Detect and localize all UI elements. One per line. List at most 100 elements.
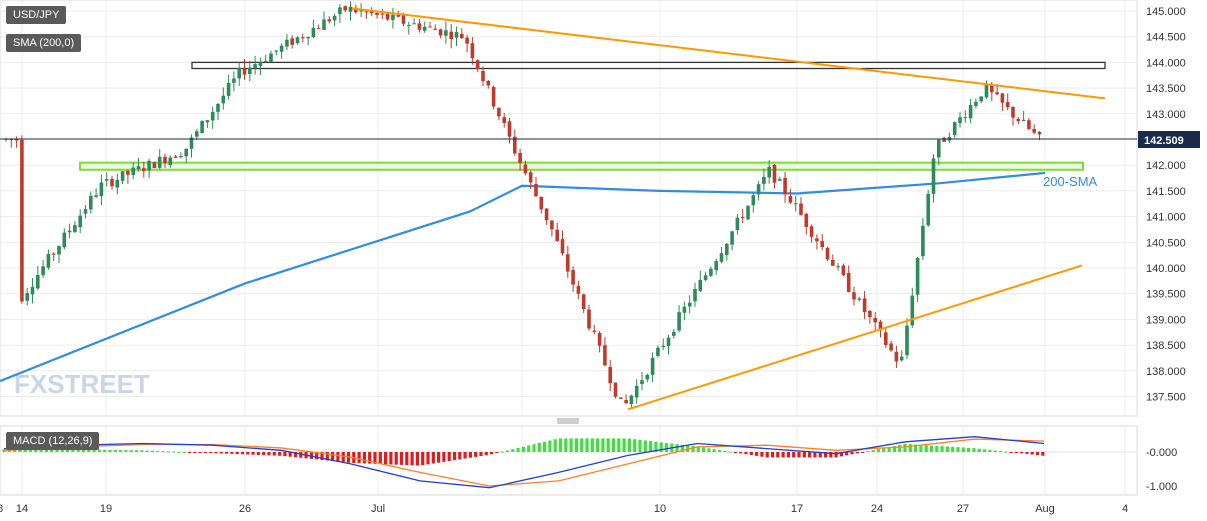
macd-histogram-bar bbox=[733, 452, 737, 453]
macd-histogram-bar bbox=[320, 452, 324, 460]
candle-body bbox=[772, 164, 777, 183]
candle-body bbox=[645, 374, 650, 380]
symbol-badge[interactable]: USD/JPY bbox=[6, 6, 67, 24]
candle-body bbox=[433, 28, 438, 30]
macd-histogram-bar bbox=[664, 442, 669, 452]
x-tick-label: Aug bbox=[1035, 503, 1055, 515]
candle-body bbox=[640, 380, 644, 385]
candle-body bbox=[14, 139, 19, 141]
candle-body bbox=[979, 96, 983, 102]
candle-body bbox=[931, 158, 936, 194]
macd-histogram-bar bbox=[193, 452, 197, 453]
candle-body bbox=[46, 253, 51, 268]
candle-body bbox=[311, 27, 316, 38]
macd-histogram-bar bbox=[601, 438, 605, 452]
macd-histogram-bar bbox=[988, 449, 992, 452]
macd-histogram-bar bbox=[44, 449, 48, 452]
resistance-zone bbox=[191, 61, 1106, 70]
macd-histogram-bar bbox=[240, 452, 245, 455]
candle-body bbox=[401, 15, 406, 24]
sma-label: 200-SMA bbox=[1043, 174, 1098, 189]
candle-body bbox=[41, 266, 45, 276]
candle-body bbox=[587, 309, 591, 329]
x-tick-label: 24 bbox=[871, 503, 883, 515]
candle-body bbox=[30, 286, 35, 295]
macd-histogram-bar bbox=[225, 452, 229, 454]
macd-histogram-bar bbox=[876, 449, 881, 452]
macd-histogram-bar bbox=[97, 449, 101, 452]
macd-histogram-bar bbox=[1041, 452, 1045, 456]
candle-body bbox=[131, 167, 135, 175]
macd-histogram-bar bbox=[781, 452, 785, 458]
macd-histogram-bar bbox=[39, 449, 43, 452]
macd-histogram-bar bbox=[898, 444, 902, 452]
macd-histogram-bar bbox=[919, 444, 923, 452]
candle-body bbox=[725, 243, 729, 255]
macd-histogram-bar bbox=[288, 452, 292, 457]
macd-histogram-bar bbox=[792, 452, 796, 458]
macd-histogram-bar bbox=[521, 446, 525, 452]
macd-histogram-bar bbox=[129, 450, 133, 452]
macd-histogram-bar bbox=[177, 451, 181, 453]
y-tick-label: 142.000 bbox=[1146, 160, 1186, 172]
macd-histogram-bar bbox=[140, 450, 144, 452]
macd-histogram-bar bbox=[977, 448, 981, 452]
macd-histogram-bar bbox=[1020, 452, 1024, 454]
candle-body bbox=[295, 37, 300, 44]
macd-histogram-bar bbox=[452, 452, 457, 461]
candle-body bbox=[905, 325, 909, 356]
candle-body bbox=[1032, 129, 1036, 133]
sma-badge[interactable]: SMA (200,0) bbox=[6, 34, 82, 52]
macd-histogram-bar bbox=[283, 452, 287, 457]
macd-plot-area bbox=[0, 425, 1138, 496]
macd-badge[interactable]: MACD (12,26,9) bbox=[6, 432, 100, 450]
frame bbox=[0, 0, 1138, 496]
candle-body bbox=[767, 166, 771, 178]
pane-divider-handle[interactable] bbox=[557, 418, 579, 424]
macd-histogram-bar bbox=[71, 449, 75, 452]
candle-body bbox=[327, 19, 332, 22]
candle-body bbox=[253, 64, 257, 68]
y-tick-label: 141.500 bbox=[1146, 186, 1186, 198]
y-tick-label: 143.500 bbox=[1146, 83, 1186, 95]
macd-histogram-bar bbox=[113, 449, 117, 452]
macd-histogram-bar bbox=[198, 452, 202, 453]
candle-body bbox=[422, 26, 427, 31]
candle-body bbox=[385, 13, 390, 20]
macd-histogram-bar bbox=[908, 444, 912, 452]
macd-histogram-bar bbox=[691, 446, 695, 452]
macd-histogram-bar bbox=[707, 448, 711, 452]
macd-histogram-bar bbox=[373, 452, 377, 464]
macd-histogram-bar bbox=[633, 439, 637, 452]
candle-body bbox=[449, 31, 453, 40]
macd-histogram-bar bbox=[585, 438, 589, 452]
macd-histogram-bar bbox=[596, 438, 600, 452]
macd-histogram-bar bbox=[723, 450, 727, 452]
macd-histogram-bar bbox=[267, 452, 271, 456]
falling-trendline bbox=[351, 7, 1106, 100]
candle-body bbox=[677, 312, 681, 331]
y-tick-label: 139.000 bbox=[1146, 314, 1186, 326]
macd-histogram-bar bbox=[309, 452, 313, 459]
macd-histogram-bar bbox=[580, 438, 584, 452]
macd-tick-label: -0.000 bbox=[1146, 447, 1177, 459]
candle-body bbox=[550, 220, 554, 230]
macd-histogram-bar bbox=[447, 452, 451, 462]
macd-histogram-bar bbox=[134, 450, 139, 452]
macd-histogram-bar bbox=[405, 452, 409, 466]
candle-body bbox=[407, 24, 411, 26]
macd-histogram-bar bbox=[887, 447, 891, 452]
candle-body bbox=[698, 279, 703, 291]
candle-body bbox=[666, 337, 671, 347]
macd-histogram-bar bbox=[458, 452, 462, 460]
macd-histogram-bar bbox=[935, 445, 939, 452]
zones bbox=[79, 61, 1106, 171]
candle-body bbox=[968, 105, 973, 119]
candle-body bbox=[210, 111, 215, 121]
macd-histogram-bar bbox=[956, 447, 960, 452]
candle-body bbox=[746, 205, 750, 220]
macd-histogram-bar bbox=[696, 446, 700, 452]
candle-body bbox=[650, 357, 655, 375]
macd-histogram-bar bbox=[108, 449, 112, 452]
